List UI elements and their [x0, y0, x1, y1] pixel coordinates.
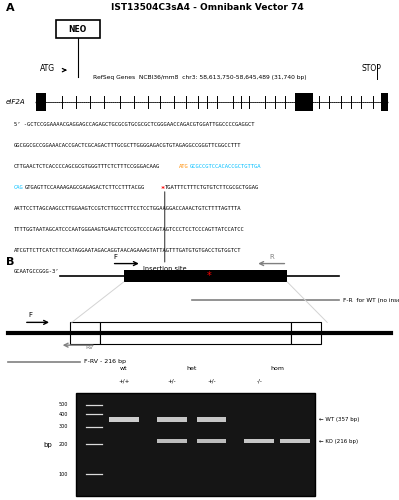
Bar: [197, 417, 227, 422]
Text: eIF2A: eIF2A: [6, 99, 26, 105]
FancyBboxPatch shape: [291, 322, 321, 344]
Text: 400: 400: [59, 412, 68, 417]
Text: ← WT (357 bp): ← WT (357 bp): [319, 417, 359, 422]
Text: Insertion site: Insertion site: [143, 266, 187, 272]
Text: het: het: [186, 366, 197, 372]
Text: CTTGAACTCTCACCCCAGCGCGTGGGTTTCTCTTTCCGGGACAAG: CTTGAACTCTCACCCCAGCGCGTGGGTTTCTCTTTCCGGG…: [14, 164, 160, 169]
Text: LTR: LTR: [79, 331, 90, 336]
Bar: [381, 93, 388, 111]
Bar: [295, 93, 313, 111]
Text: ATG: ATG: [179, 164, 189, 169]
Bar: [197, 439, 227, 443]
Text: IST13504C3sA4 - Omnibank Vector 74: IST13504C3sA4 - Omnibank Vector 74: [143, 331, 248, 336]
Text: -/-: -/-: [257, 378, 262, 384]
Text: ← KO (216 bp): ← KO (216 bp): [319, 438, 358, 444]
Bar: [156, 417, 187, 422]
Bar: [156, 439, 187, 443]
Text: LTR: LTR: [301, 331, 312, 336]
Text: 300: 300: [59, 424, 68, 430]
Bar: [244, 439, 275, 443]
Text: ATCGTTCTTCATCTTCCATAGGAATAGACAGGTAACAGAAAGTATTAGTTTGATGTGTGACCTGTGGTCT: ATCGTTCTTCATCTTCCATAGGAATAGACAGGTAACAGAA…: [14, 248, 241, 253]
Text: GTGAGTTCCAAAAGAGCGAGAGACTCTTCCTTTACGG: GTGAGTTCCAAAAGAGCGAGAGACTCTTCCTTTACGG: [25, 185, 145, 190]
Text: +/+: +/+: [118, 378, 129, 384]
Bar: [36, 93, 46, 111]
Text: +/-: +/-: [167, 378, 176, 384]
Text: CAG: CAG: [14, 185, 24, 190]
Text: GGCGGCGCCGGAAACACCGACTCGCAGACTTTGCGCTTGGGGAGACGTGTAGAGGCCGGGTTCGGCCTTT: GGCGGCGCCGGAAACACCGACTCGCAGACTTTGCGCTTGG…: [14, 144, 241, 148]
Text: B: B: [6, 258, 14, 268]
Text: *: *: [161, 186, 165, 192]
Text: 500: 500: [59, 402, 68, 407]
Text: AATTCCTTAGCAAGCCTTGGAAGTCCGTCTTGCCTTTCCTCCTGGAAGGACCAAACTGTCTTTTAGTTTA: AATTCCTTAGCAAGCCTTGGAAGTCCGTCTTGCCTTTCCT…: [14, 206, 241, 211]
Text: A: A: [6, 2, 15, 12]
Text: STOP: STOP: [361, 64, 381, 74]
FancyBboxPatch shape: [56, 20, 100, 38]
Text: 100: 100: [59, 472, 68, 477]
Text: RefSeq Genes  NCBI36/mm8  chr3: 58,613,750-58,645,489 (31,740 bp): RefSeq Genes NCBI36/mm8 chr3: 58,613,750…: [93, 75, 306, 80]
Text: GCAATGCCGGG-3’: GCAATGCCGGG-3’: [14, 269, 59, 274]
Text: *: *: [207, 271, 212, 281]
Text: +/-: +/-: [207, 378, 216, 384]
Text: ATG: ATG: [40, 64, 55, 74]
Text: wt: wt: [120, 366, 128, 372]
Text: GCGCCGTCCACACCGCTGTTGA: GCGCCGTCCACACCGCTGTTGA: [190, 164, 262, 169]
Text: bp: bp: [43, 442, 52, 448]
Text: TGATTTCTTTCTGTGTCTTCGCGCTGGAG: TGATTTCTTTCTGTGTCTTCGCGCTGGAG: [164, 185, 259, 190]
Bar: [109, 417, 139, 422]
Text: IST13504C3sA4 - Omnibank Vector 74: IST13504C3sA4 - Omnibank Vector 74: [111, 2, 304, 12]
Text: hom: hom: [270, 366, 284, 372]
Text: F: F: [114, 254, 118, 260]
Text: NEO: NEO: [69, 25, 87, 34]
Text: F-R  for WT (no insert) - 357bp: F-R for WT (no insert) - 357bp: [343, 298, 399, 303]
Text: R: R: [269, 254, 274, 260]
Text: TTTTGGTAATAGCATCCCAATGGGAAGTGAAGTCTCCGTCCCCAGTAGTCCCTCCTCCCAGTTATCCATCC: TTTTGGTAATAGCATCCCAATGGGAAGTGAAGTCTCCGTC…: [14, 227, 245, 232]
Text: F: F: [28, 312, 32, 318]
Text: 200: 200: [59, 442, 68, 447]
Text: F-RV - 216 bp: F-RV - 216 bp: [84, 359, 126, 364]
Text: 5’ -GCTCCGGAAAACGAGGAGCCAGAGCTGCGCGTGCGCGCTCGGGAACCAGACGTGGATTGGCCCCGAGGCT: 5’ -GCTCCGGAAAACGAGGAGCCAGAGCTGCGCGTGCGC…: [14, 122, 255, 128]
Bar: [76, 394, 315, 496]
FancyBboxPatch shape: [70, 322, 100, 344]
FancyBboxPatch shape: [100, 322, 291, 344]
Bar: [124, 270, 287, 282]
Text: RV: RV: [86, 346, 94, 350]
Bar: [280, 439, 310, 443]
